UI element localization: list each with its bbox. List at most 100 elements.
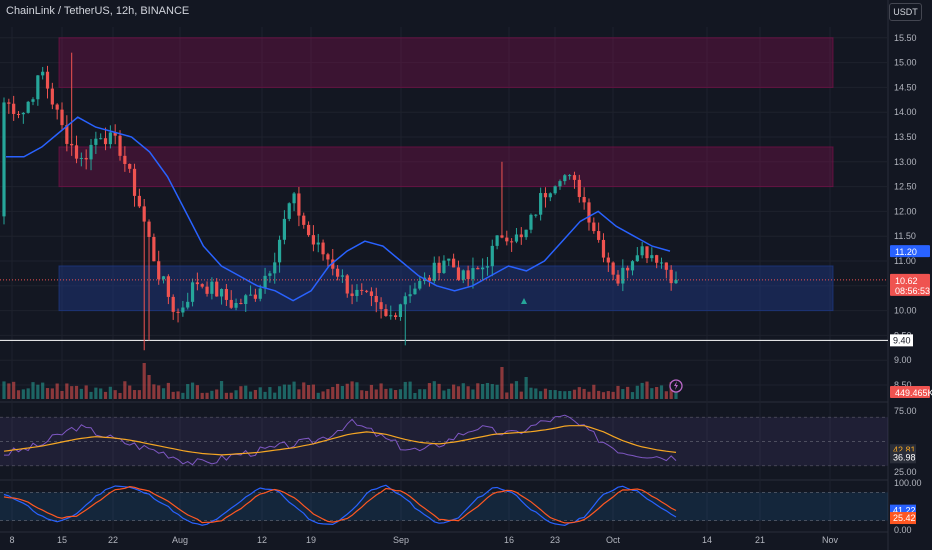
candle: [452, 253, 456, 268]
candle: [558, 179, 562, 190]
candle: [239, 298, 243, 305]
volume-bar: [321, 391, 325, 399]
candle: [568, 174, 572, 180]
volume-bar: [186, 384, 190, 399]
candle: [379, 297, 383, 319]
candle: [418, 275, 422, 291]
volume-bar: [476, 383, 480, 399]
time-tick-label: 8: [9, 535, 14, 545]
candle-body: [311, 235, 316, 245]
candle: [398, 303, 403, 321]
volume-bar: [89, 391, 93, 399]
candle-body: [74, 145, 79, 159]
volume-bar: [316, 392, 320, 399]
candle-body: [374, 295, 378, 303]
candle-body: [215, 281, 219, 297]
candle-body: [572, 175, 577, 180]
time-tick-label: Aug: [172, 535, 188, 545]
candle-body: [597, 231, 601, 240]
candle: [311, 225, 316, 252]
volume-bar: [563, 391, 567, 399]
candle: [577, 174, 581, 203]
volume-bar: [621, 389, 625, 399]
candle-body: [297, 193, 301, 216]
volume-bar: [331, 386, 335, 399]
candle-body: [630, 261, 635, 271]
candle-body: [41, 71, 45, 76]
candle-body: [253, 294, 257, 299]
volume-bar: [253, 389, 257, 399]
currency-button[interactable]: USDT: [889, 3, 922, 21]
candle: [210, 277, 214, 300]
volume-bar: [26, 388, 30, 399]
candle: [302, 212, 306, 229]
volume-bar: [389, 388, 393, 399]
candle: [505, 230, 509, 246]
candle-body: [403, 296, 407, 305]
candle-body: [437, 262, 441, 273]
candle-body: [263, 275, 267, 289]
moving-average-line: [6, 116, 671, 302]
volume-bar: [379, 383, 383, 399]
candle: [335, 265, 340, 281]
volume-bar: [205, 392, 209, 399]
time-tick-label: Oct: [606, 535, 621, 545]
volume-bar: [132, 390, 137, 399]
candle-body: [36, 75, 40, 100]
candle-body: [413, 288, 417, 295]
volume-bar: [36, 384, 40, 399]
candle: [195, 272, 199, 291]
volume-bar: [413, 392, 417, 399]
time-tick-label: 23: [550, 535, 560, 545]
candle-body: [94, 138, 98, 145]
candle: [543, 187, 548, 208]
price-candles: [2, 52, 678, 351]
candle-body: [118, 135, 122, 156]
stoch-k-tag-text: 41.22: [893, 506, 916, 516]
volume-bar: [234, 390, 238, 399]
stoch-d-tag-bg: [890, 512, 916, 525]
rsi-tag-bg: [890, 451, 916, 464]
volume-bar: [558, 391, 562, 399]
candle: [244, 293, 248, 312]
volume-bar: [16, 390, 21, 399]
last-price-tag-bg: [890, 273, 930, 296]
volume-bar: [190, 382, 195, 399]
candle: [674, 271, 678, 285]
candle: [630, 260, 635, 276]
candle-body: [621, 267, 625, 284]
volume-bar: [355, 382, 359, 399]
candle: [21, 112, 25, 124]
volume-bar: [534, 388, 538, 399]
candle: [592, 217, 596, 234]
candle: [219, 288, 224, 305]
candle-body: [103, 138, 108, 145]
candle-body: [70, 143, 74, 146]
candle: [466, 265, 470, 287]
candle: [442, 255, 446, 274]
candle-body: [519, 234, 523, 238]
candle-body: [108, 132, 112, 145]
time-tick-label: 14: [702, 535, 712, 545]
candle-body: [442, 260, 446, 273]
candle-body: [84, 157, 88, 160]
candle-body: [210, 281, 214, 294]
volume-bar: [364, 390, 369, 399]
candle-body: [418, 281, 422, 289]
volume-bar: [41, 382, 45, 399]
volume-bar: [524, 377, 528, 399]
signal-marker: [521, 298, 527, 304]
candle-body: [335, 268, 340, 277]
candle-body: [592, 222, 596, 232]
volume-bar: [142, 363, 146, 399]
ma-value-tag-bg: [890, 245, 930, 258]
candle: [563, 173, 567, 185]
candle-body: [321, 242, 325, 255]
candle-body: [393, 315, 398, 318]
candle: [611, 261, 615, 281]
candle-body: [277, 239, 282, 263]
candle: [297, 187, 301, 227]
candle-body: [539, 193, 543, 215]
candle: [340, 269, 345, 283]
